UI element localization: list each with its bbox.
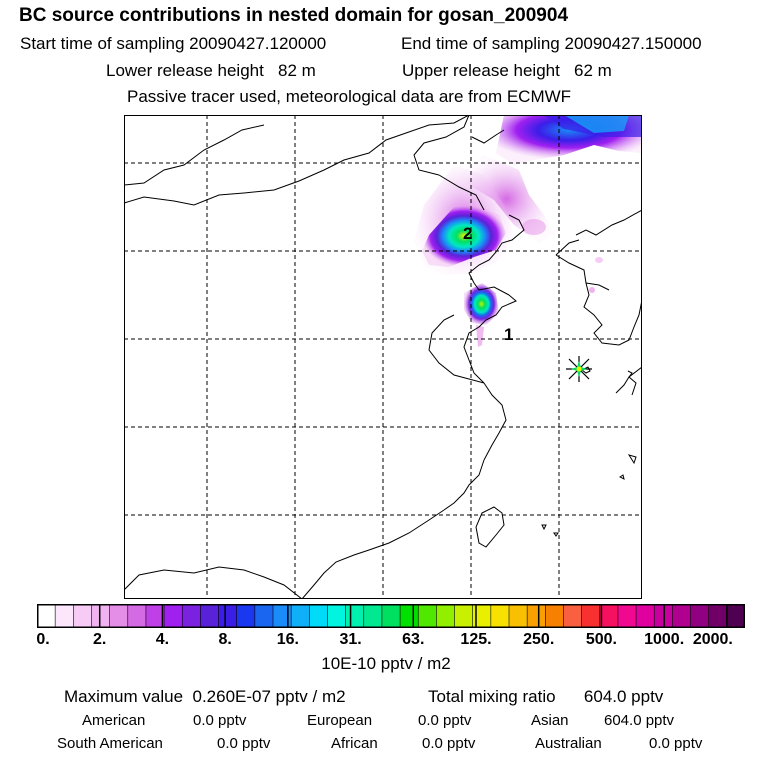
- colorbar-swatch: [399, 604, 420, 628]
- colorbar-swatch: [37, 604, 56, 628]
- colorbar-tick-label: 16.: [276, 631, 299, 648]
- upper-value: 62 m: [574, 61, 612, 80]
- colorbar-swatch: [635, 604, 656, 628]
- colorbar-swatch: [545, 604, 565, 628]
- region-name: Asian: [531, 712, 569, 729]
- map-frame: [124, 115, 642, 599]
- region-american: American: [82, 712, 145, 729]
- colorbar-swatch: [617, 604, 637, 628]
- region-african: African: [331, 735, 378, 752]
- colorbar-swatch: [109, 604, 129, 628]
- colorbar-swatch: [708, 604, 728, 628]
- colorbar-swatch: [417, 604, 438, 628]
- start-value: 20090427.120000: [189, 34, 327, 53]
- colorbar-swatch: [526, 604, 547, 628]
- end-value: 20090427.150000: [564, 34, 702, 53]
- colorbar-swatch: [236, 604, 256, 628]
- lower-release: Lower release height 82 m: [106, 62, 316, 79]
- region-name: South American: [57, 735, 163, 752]
- colorbar-swatch: [127, 604, 147, 628]
- region-australian-value: 0.0 pptv: [649, 735, 703, 752]
- colorbar-tick-label: 2000.: [692, 631, 733, 648]
- colorbar-swatch: [181, 604, 202, 628]
- colorbar-swatch: [272, 604, 292, 628]
- region-name: African: [331, 735, 378, 752]
- receptor-star-marker: [566, 356, 592, 382]
- lower-value: 82 m: [278, 61, 316, 80]
- colorbar-swatch: [690, 604, 710, 628]
- region-european-value: 0.0 pptv: [418, 712, 472, 729]
- map-title: BC source contributions in nested domain…: [19, 5, 569, 26]
- region-name: American: [82, 712, 146, 729]
- region-name: Australian: [535, 735, 602, 752]
- colorbar-swatch: [254, 604, 274, 628]
- tracer-note: Passive tracer used, meteorological data…: [127, 87, 572, 106]
- colorbar-swatch: [200, 604, 220, 628]
- start-label: Start time of sampling: [20, 34, 185, 53]
- region-name: European: [307, 712, 373, 729]
- colorbar-frame: [37, 604, 745, 628]
- colorbar-swatch: [91, 604, 111, 628]
- colorbar-tick-label: 0.: [36, 631, 50, 648]
- colorbar-swatch: [327, 604, 347, 628]
- max-label: Maximum value: [64, 687, 184, 706]
- colorbar-swatch: [54, 604, 75, 628]
- colorbar-swatch: [218, 604, 238, 628]
- region-asian: Asian: [531, 712, 569, 729]
- colorbar-tick-label: 31.: [339, 631, 362, 648]
- colorbar-swatch: [672, 604, 692, 628]
- colorbar-tick-label: 250.: [523, 631, 555, 648]
- colorbar-tick-label: 63.: [402, 631, 425, 648]
- sampling-end: End time of sampling 20090427.150000: [401, 35, 702, 52]
- colorbar-swatch: [490, 604, 510, 628]
- map-panel: 2 1: [124, 115, 642, 599]
- plume-layer: [414, 115, 642, 347]
- region-australian: Australian: [535, 735, 602, 752]
- lat-lon-grid: [124, 115, 642, 599]
- max-value-stat: Maximum value 0.260E-07 pptv / m2: [64, 687, 346, 707]
- colorbar-swatch: [345, 604, 365, 628]
- colorbar-tick-label: 1000.: [644, 631, 685, 648]
- colorbar-swatch: [599, 604, 619, 628]
- region-american-value: 0.0 pptv: [193, 712, 247, 729]
- colorbar-swatch: [363, 604, 383, 628]
- region-south-american: South American: [57, 735, 163, 752]
- total-mixing-stat: Total mixing ratio 604.0 pptv: [428, 687, 663, 707]
- colorbar-swatch: [163, 604, 184, 628]
- colorbar-swatch: [508, 604, 528, 628]
- source-label-2: 2: [463, 224, 472, 243]
- lower-label: Lower release height: [106, 61, 264, 80]
- region-south-american-value: 0.0 pptv: [217, 735, 271, 752]
- colorbar-swatch: [454, 604, 474, 628]
- colorbar: [37, 604, 745, 628]
- max-value: 0.260E-07 pptv / m2: [192, 687, 346, 706]
- coastline-layer: [124, 115, 642, 599]
- colorbar-tick-label: 8.: [218, 631, 232, 648]
- region-european: European: [307, 712, 372, 729]
- colorbar-tick-label: 2.: [93, 631, 107, 648]
- region-asian-value: 604.0 pptv: [604, 712, 675, 729]
- upper-release: Upper release height 62 m: [402, 62, 612, 79]
- source-label-1: 1: [504, 325, 513, 344]
- total-label: Total mixing ratio: [428, 687, 556, 706]
- colorbar-units: 10E-10 pptv / m2: [321, 654, 451, 673]
- region-african-value: 0.0 pptv: [422, 735, 476, 752]
- colorbar-swatch: [726, 604, 745, 628]
- colorbar-swatch: [581, 604, 601, 628]
- colorbar-tick-label: 500.: [585, 631, 617, 648]
- upper-label: Upper release height: [402, 61, 560, 80]
- colorbar-swatch: [290, 604, 311, 628]
- colorbar-swatch: [563, 604, 583, 628]
- colorbar-tick-label: 125.: [460, 631, 492, 648]
- end-label: End time of sampling: [401, 34, 560, 53]
- colorbar-swatch: [73, 604, 93, 628]
- colorbar-swatch: [436, 604, 456, 628]
- colorbar-swatch: [309, 604, 329, 628]
- colorbar-swatch: [381, 604, 401, 628]
- total-value: 604.0 pptv: [583, 687, 664, 706]
- colorbar-tick-label: 4.: [155, 631, 170, 648]
- sampling-start: Start time of sampling 20090427.120000: [20, 35, 326, 52]
